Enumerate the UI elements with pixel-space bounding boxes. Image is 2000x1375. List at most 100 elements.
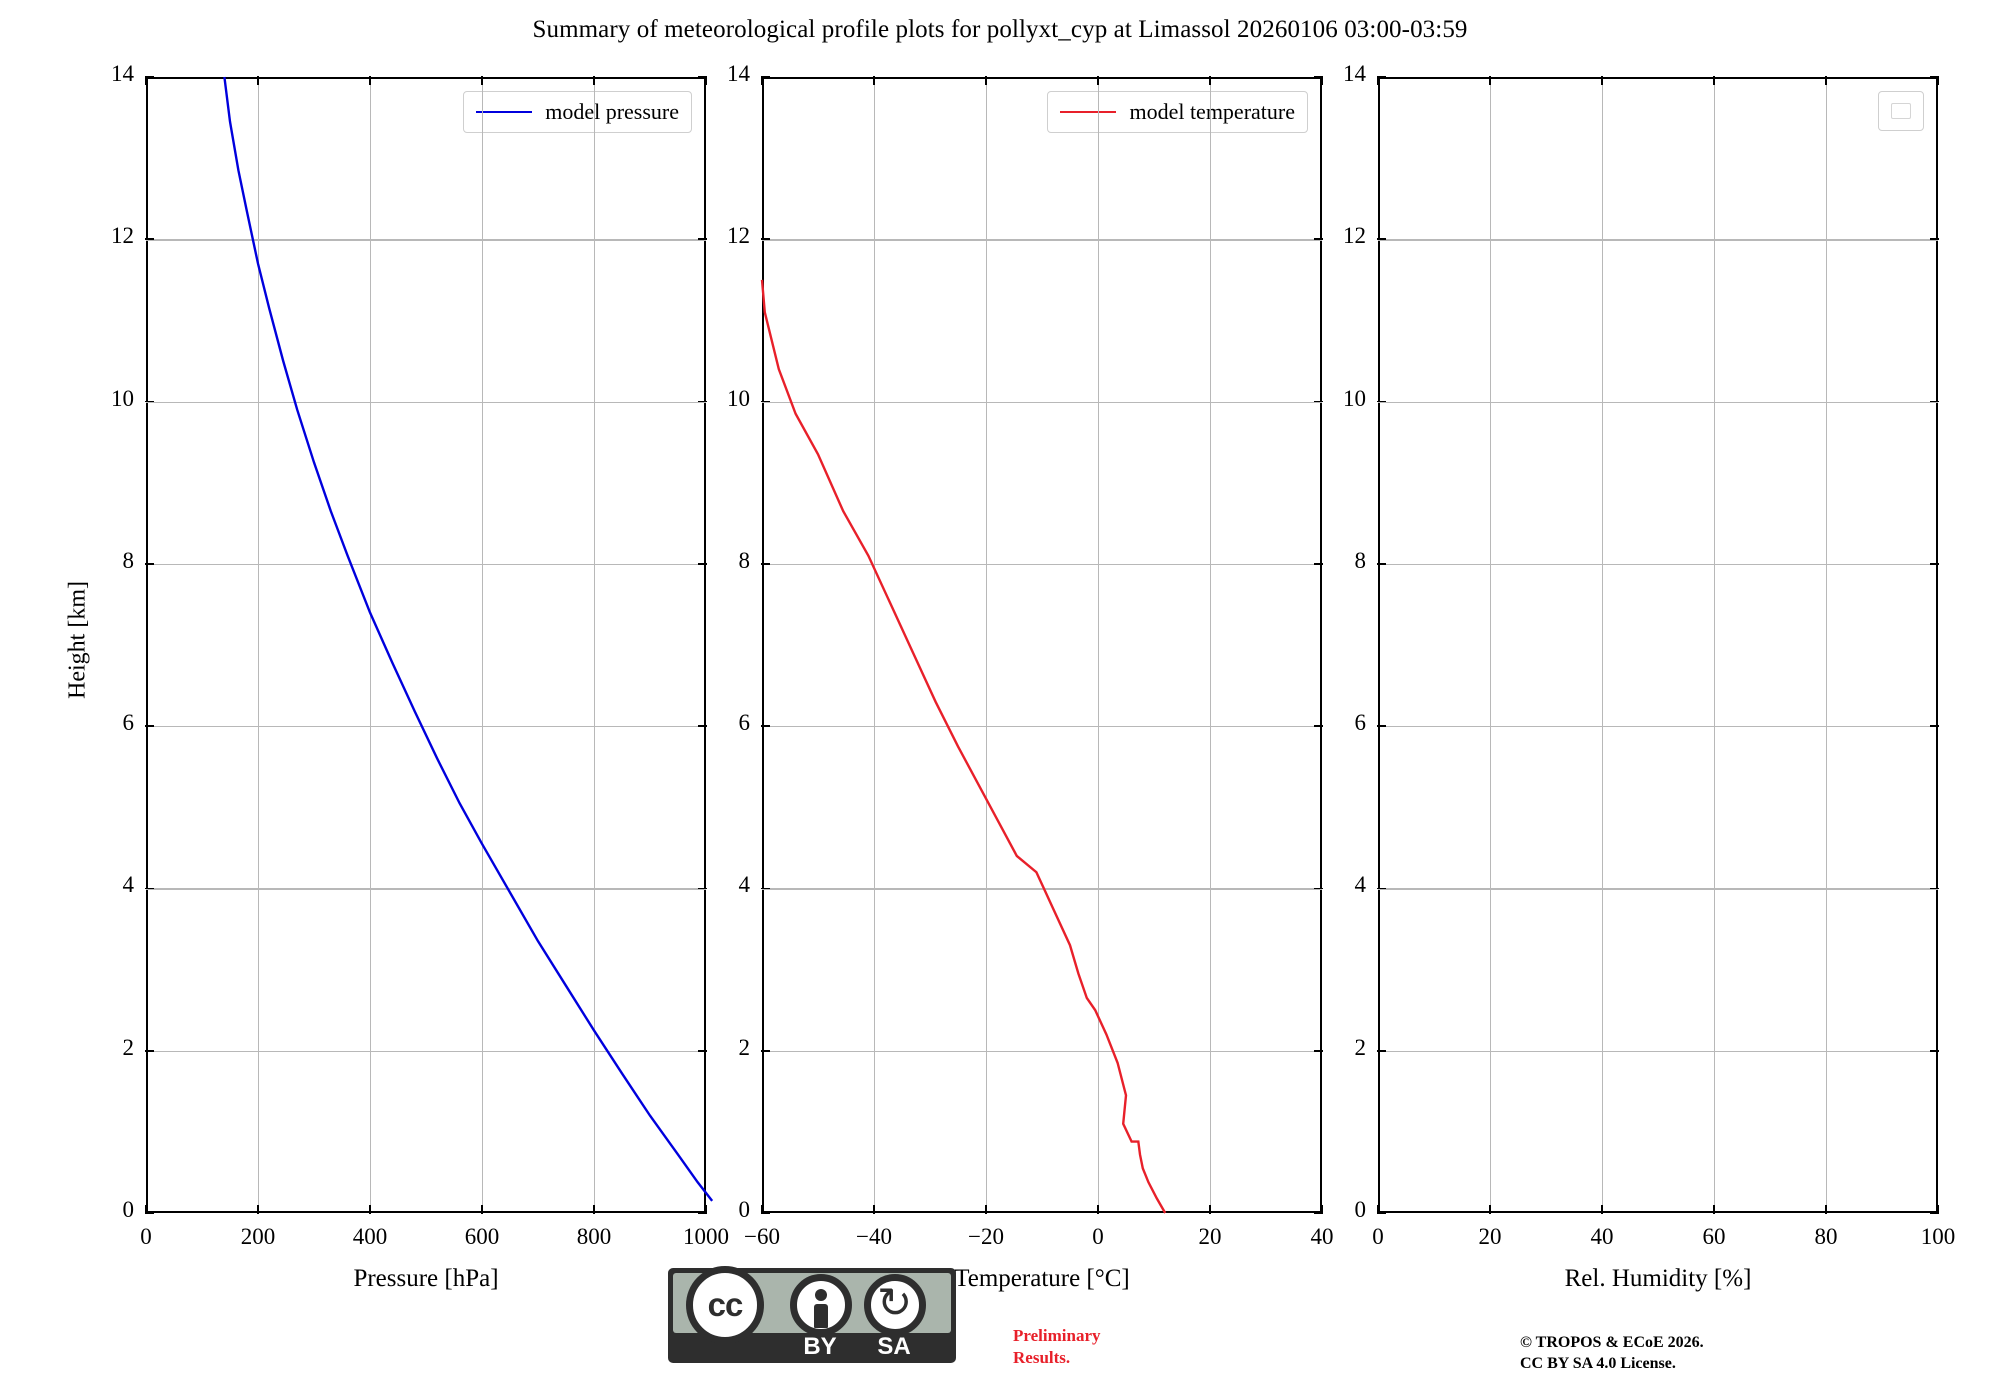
y-axis-tick: [1377, 563, 1386, 565]
cc-by-person-icon: [790, 1274, 852, 1336]
page-title: Summary of meteorological profile plots …: [532, 16, 1468, 43]
y-tick-label: 4: [738, 872, 751, 898]
x-axis-label-humidity: Rel. Humidity [%]: [1564, 1265, 1752, 1292]
gridline-horizontal: [762, 1050, 1322, 1052]
x-axis-tick: [1489, 1205, 1491, 1214]
copyright-line-2: CC BY SA 4.0 License.: [1520, 1354, 1676, 1372]
y-tick-label: 6: [738, 710, 751, 736]
y-axis-tick: [1314, 1049, 1323, 1052]
legend-humidity[interactable]: [1878, 91, 1924, 131]
x-axis-tick: [1825, 1205, 1827, 1214]
y-axis-tick: [698, 1212, 707, 1214]
y-axis-tick: [1314, 887, 1323, 890]
x-tick-label: −60: [744, 1224, 780, 1249]
series-line: [223, 76, 714, 1202]
y-axis-tick: [1377, 400, 1386, 403]
y-axis-tick: [1930, 563, 1939, 565]
y-axis-tick: [145, 400, 154, 403]
x-axis-tick: [1489, 76, 1491, 85]
x-axis-tick: [145, 76, 147, 85]
preliminary-line-2: Results.: [1013, 1347, 1071, 1367]
gridline-horizontal: [1378, 401, 1938, 403]
y-tick-label: 4: [122, 872, 135, 898]
y-axis-tick: [698, 400, 707, 403]
legend-pressure[interactable]: model pressure: [463, 91, 692, 133]
preliminary-results-note: Preliminary Results.: [1013, 1325, 1101, 1369]
y-axis-tick: [1314, 76, 1323, 78]
gridline-horizontal: [1378, 726, 1938, 728]
y-tick-label: 12: [1343, 223, 1366, 249]
x-tick-label: 80: [1814, 1224, 1838, 1249]
y-axis-tick: [698, 1049, 707, 1052]
y-axis-tick: [1314, 238, 1323, 241]
x-axis-tick: [761, 1205, 763, 1214]
x-axis-tick: [1321, 1205, 1323, 1214]
y-axis-tick: [1930, 725, 1939, 727]
y-axis-tick: [1930, 1049, 1939, 1052]
x-axis-tick: [1601, 76, 1603, 85]
y-axis-tick: [145, 725, 154, 727]
cc-license-badge[interactable]: cc ↺ BY SA: [668, 1266, 956, 1363]
y-axis-label: Height [km]: [64, 581, 91, 699]
y-tick-label: 14: [1343, 61, 1366, 86]
y-axis-tick: [1377, 887, 1386, 890]
y-axis-tick: [1314, 1212, 1323, 1214]
x-axis-tick: [1713, 76, 1715, 85]
gridline-horizontal: [762, 888, 1322, 890]
y-axis-tick: [761, 238, 770, 241]
x-axis-tick: [257, 1205, 259, 1214]
panel-temperature: model temperature Temperature [°C] −60 −4…: [727, 61, 1334, 1292]
y-tick-label: 14: [111, 61, 134, 86]
legend-swatch-humidity: [1891, 103, 1911, 119]
gridline-horizontal: [146, 401, 706, 403]
x-tick-label: 40: [1310, 1224, 1334, 1249]
x-tick-label: 60: [1702, 1224, 1726, 1249]
y-axis-tick: [761, 1049, 770, 1052]
y-axis-tick: [1314, 725, 1323, 727]
x-tick-label: −40: [856, 1224, 892, 1249]
legend-label-pressure: model pressure: [545, 99, 679, 124]
x-tick-label: 0: [140, 1224, 152, 1249]
y-tick-label: 2: [122, 1034, 135, 1060]
x-axis-tick: [1209, 1205, 1211, 1214]
y-axis-tick: [1377, 76, 1386, 78]
y-axis-tick: [761, 1212, 770, 1214]
x-axis-tick: [1937, 1205, 1939, 1214]
y-axis-tick: [698, 725, 707, 727]
gridline-horizontal: [1378, 239, 1938, 241]
cc-sa-label: SA: [877, 1333, 911, 1360]
x-axis-label-pressure: Pressure [hPa]: [353, 1265, 499, 1292]
x-axis-tick: [705, 76, 707, 85]
legend-line-pressure: [476, 111, 533, 113]
gridline-horizontal: [762, 726, 1322, 728]
y-tick-label: 8: [1354, 547, 1367, 573]
gridline-horizontal: [762, 563, 1322, 566]
x-axis-tick: [369, 1205, 371, 1214]
gridline-vertical: [258, 77, 260, 1213]
legend-temperature[interactable]: model temperature: [1047, 91, 1308, 133]
y-axis-tick: [761, 400, 770, 403]
gridline-horizontal: [146, 888, 706, 890]
x-axis-tick: [1713, 1205, 1715, 1214]
x-axis-tick: [1601, 1205, 1603, 1214]
plot-area-temperature: [762, 77, 1322, 1213]
panel-humidity: Rel. Humidity [%] 0 20 40 60 80 100 0 2 4 6 8 10 12 1…: [1343, 61, 1955, 1292]
y-axis-tick: [1930, 887, 1939, 890]
gridline-horizontal: [146, 563, 706, 566]
x-axis-tick: [705, 1205, 707, 1214]
x-axis-tick: [481, 76, 483, 85]
gridline-vertical: [1210, 77, 1212, 1213]
y-axis-tick: [1314, 400, 1323, 403]
x-axis-tick: [761, 76, 763, 85]
x-axis-tick: [985, 1205, 987, 1214]
x-axis-tick: [1377, 1205, 1379, 1214]
y-axis-tick: [1930, 1212, 1939, 1214]
y-axis-tick: [698, 76, 707, 78]
y-tick-label: 2: [738, 1034, 751, 1060]
y-tick-label: 12: [727, 223, 750, 249]
panel-pressure: model pressure Pressure [hPa] 0 200 400 600…: [111, 61, 729, 1292]
y-tick-label: 0: [122, 1197, 135, 1222]
gridline-horizontal: [146, 726, 706, 728]
y-tick-label: 10: [727, 385, 750, 411]
